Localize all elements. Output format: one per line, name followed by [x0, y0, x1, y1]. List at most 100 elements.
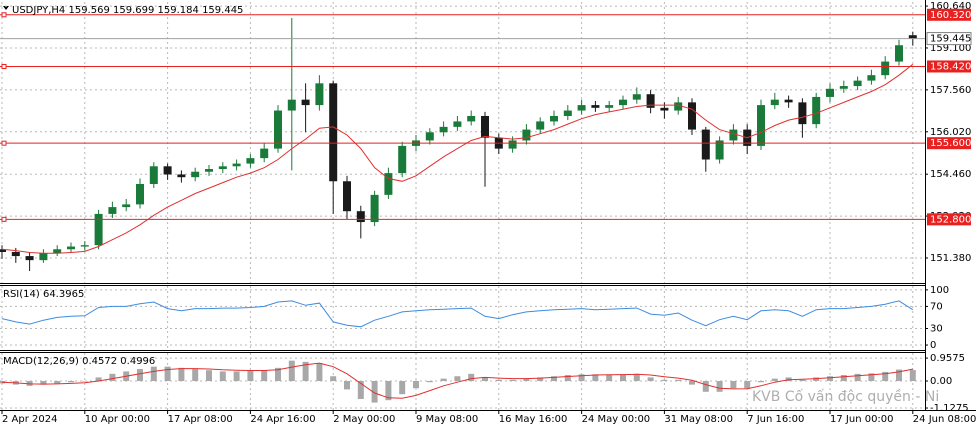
menu-arrow[interactable]: [3, 6, 9, 10]
histogram-bar: [330, 376, 337, 382]
candle-body: [177, 174, 186, 178]
candle-body: [908, 35, 917, 39]
histogram-bar: [288, 360, 295, 382]
candle-body: [701, 129, 710, 160]
histogram-bar: [661, 379, 668, 382]
candle-body: [770, 99, 779, 106]
histogram-bar: [840, 375, 847, 382]
candle-body: [632, 94, 641, 100]
histogram-bar: [799, 379, 806, 382]
candle-body: [246, 158, 255, 164]
candle-body: [25, 256, 34, 261]
candle-body: [122, 204, 131, 208]
histogram-bar: [578, 374, 585, 382]
x-tick-label: 10 Apr 00:00: [85, 414, 150, 425]
histogram-bar: [454, 376, 461, 382]
histogram-bar: [785, 377, 792, 382]
histogram-bar: [689, 381, 695, 385]
x-tick-label: 16 May 16:00: [499, 414, 568, 425]
histogram-bar: [344, 381, 350, 390]
histogram-bar: [702, 381, 709, 392]
histogram-bar: [233, 371, 240, 382]
x-tick-label: 24 Apr 16:00: [250, 414, 315, 425]
histogram-bar: [647, 377, 654, 382]
y-tick-label: 159.100: [930, 43, 971, 54]
candle-body: [191, 171, 200, 178]
y-tick-label: 0.9575: [930, 353, 965, 364]
histogram-bar: [606, 374, 613, 382]
histogram-bar: [633, 373, 640, 382]
candle-body: [646, 94, 655, 108]
histogram-bar: [178, 367, 185, 382]
candle-body: [39, 253, 48, 261]
x-tick-label: 24 May 00:00: [582, 414, 651, 425]
candle-body: [895, 45, 903, 62]
candle-body: [577, 105, 586, 111]
candle-body: [80, 245, 89, 247]
x-tick-label: 7 Jun 16:00: [747, 414, 804, 425]
histogram-bar: [564, 375, 571, 382]
candle-body: [370, 194, 379, 223]
candle-body: [136, 183, 144, 205]
level-marker: [1, 140, 7, 146]
candle-body: [343, 181, 351, 212]
candle-body: [481, 115, 489, 138]
level-label-box: [927, 137, 971, 150]
candle-body: [94, 213, 103, 246]
histogram-bar: [137, 369, 143, 382]
candle-body: [674, 102, 683, 111]
candle-body: [315, 83, 324, 106]
candle-body: [301, 99, 310, 106]
histogram-bar: [399, 381, 406, 395]
y-tick-label: 0: [930, 340, 936, 351]
level-label: 155.600: [930, 138, 971, 149]
histogram-bar: [758, 381, 764, 383]
candle-body: [205, 169, 213, 172]
y-tick-label: 157.560: [930, 85, 971, 96]
candle-body: [11, 251, 20, 257]
candle-body: [453, 121, 462, 127]
candle-body: [757, 105, 765, 146]
histogram-bar: [385, 381, 392, 401]
histogram-bar: [716, 381, 723, 392]
y-tick-label: 151.380: [930, 253, 971, 264]
histogram-bar: [523, 378, 530, 382]
histogram-bar: [909, 370, 916, 382]
candle-body: [798, 102, 807, 125]
histogram-bar: [261, 370, 268, 382]
x-tick-label: 17 Jun 00:00: [830, 414, 894, 425]
x-tick-label: 2 May 00:00: [333, 414, 395, 425]
indicator-line: [1, 300, 914, 328]
candle-body: [839, 86, 848, 89]
candle-body: [356, 211, 365, 223]
y-tick-label: 154.460: [930, 169, 971, 180]
histogram-bar: [206, 370, 212, 382]
histogram-bar: [68, 381, 74, 383]
level-marker: [1, 12, 7, 18]
candle-body: [163, 166, 172, 175]
candle-body: [550, 115, 558, 122]
candle-body: [605, 105, 614, 108]
histogram-bar: [468, 373, 475, 382]
candle-body: [53, 249, 62, 254]
panel-title: MACD(12,26,9) 0.4572 0.4996: [3, 356, 155, 367]
histogram-bar: [771, 378, 778, 382]
candle-body: [287, 99, 296, 111]
histogram-bar: [40, 381, 47, 385]
histogram-bar: [509, 379, 516, 382]
histogram-bar: [882, 371, 889, 382]
histogram-bar: [537, 377, 544, 382]
histogram-bar: [426, 381, 433, 383]
current-price-box: [926, 32, 972, 46]
histogram-bar: [164, 366, 171, 382]
watermark: KVB Cố vấn độc quyền - Ni: [752, 388, 939, 405]
candle-body: [536, 121, 545, 130]
candle-body: [260, 148, 269, 159]
candle-body: [826, 88, 834, 97]
candle-body: [398, 145, 407, 174]
histogram-bar: [302, 361, 309, 382]
candle-body: [329, 83, 338, 182]
histogram-bar: [316, 363, 323, 382]
